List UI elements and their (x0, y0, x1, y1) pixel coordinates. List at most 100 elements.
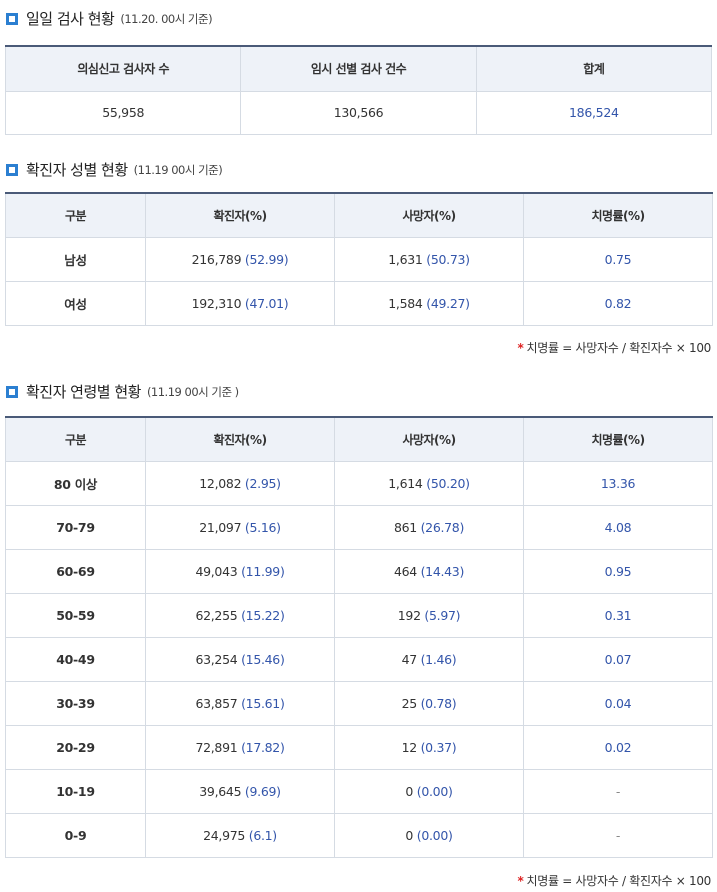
fatality-value: 0.07 (523, 636, 713, 682)
daily-section-header: 일일 검사 현황 (11.20. 00시 기준) (6, 8, 213, 29)
header-confirmed: 확진자(%) (145, 193, 335, 238)
deaths-value: 12 (401, 739, 418, 755)
gender-title: 확진자 성별 현황 (26, 161, 128, 179)
gender-footnote: * 치명률 = 사망자수 / 확진자수 × 100 (517, 339, 712, 356)
table-row: 0-9 24,975 (6.1) 0 (0.00) - (5, 812, 713, 858)
confirmed-value: 216,789 (191, 251, 242, 267)
age-table: 구분 확진자(%) 사망자(%) 치명률(%) 80 이상 12,082 (2.9… (5, 416, 713, 858)
fatality-value: 0.02 (523, 724, 713, 770)
header-deaths: 사망자(%) (334, 417, 524, 462)
fatality-value: 0.31 (523, 592, 713, 638)
confirmed-cell: 24,975 (6.1) (145, 812, 335, 858)
row-label: 30-39 (5, 680, 146, 726)
square-bullet-icon (6, 12, 18, 25)
table-row: 60-69 49,043 (11.99) 464 (14.43) 0.95 (5, 548, 713, 594)
confirmed-value: 24,975 (203, 827, 246, 843)
deaths-cell: 0 (0.00) (334, 768, 524, 814)
confirmed-cell: 63,254 (15.46) (145, 636, 335, 682)
deaths-value: 464 (393, 563, 417, 579)
table-row: 40-49 63,254 (15.46) 47 (1.46) 0.07 (5, 636, 713, 682)
table-row: 50-59 62,255 (15.22) 192 (5.97) 0.31 (5, 592, 713, 638)
row-label: 0-9 (5, 812, 146, 858)
asterisk-icon: * (517, 874, 524, 888)
deaths-cell: 1,631 (50.73) (334, 236, 524, 282)
deaths-value: 192 (397, 607, 421, 623)
deaths-percent: (50.20) (426, 475, 470, 491)
deaths-percent: (49.27) (426, 295, 470, 311)
daily-test-table: 의심신고 검사자 수 임시 선별 검사 건수 합계 55,958 130,566… (4, 45, 713, 135)
deaths-percent: (26.78) (420, 519, 465, 535)
deaths-percent: (1.46) (420, 651, 457, 667)
fatality-value: 0.82 (523, 280, 713, 326)
value-total: 186,524 (475, 90, 713, 135)
daily-title: 일일 검사 현황 (26, 10, 115, 28)
gender-table: 구분 확진자(%) 사망자(%) 치명률(%) 남성 216,789 (52.99… (5, 192, 713, 326)
deaths-value: 1,614 (388, 475, 423, 491)
deaths-cell: 861 (26.78) (334, 504, 524, 550)
age-footnote: * 치명률 = 사망자수 / 확진자수 × 100 (517, 872, 712, 889)
footnote-text: 치명률 = 사망자수 / 확진자수 × 100 (526, 341, 712, 355)
header-category: 구분 (5, 193, 146, 238)
deaths-percent: (0.78) (420, 695, 457, 711)
deaths-percent: (0.00) (416, 827, 453, 843)
deaths-value: 1,584 (388, 295, 423, 311)
table-header-row: 구분 확진자(%) 사망자(%) 치명률(%) (5, 193, 713, 238)
confirmed-cell: 49,043 (11.99) (145, 548, 335, 594)
confirmed-value: 21,097 (199, 519, 242, 535)
confirmed-percent: (15.46) (241, 651, 285, 667)
fatality-value: 0.75 (523, 236, 713, 282)
confirmed-value: 62,255 (195, 607, 238, 623)
confirmed-value: 39,645 (199, 783, 242, 799)
confirmed-percent: (15.61) (241, 695, 285, 711)
confirmed-cell: 39,645 (9.69) (145, 768, 335, 814)
deaths-value: 25 (401, 695, 418, 711)
row-label: 20-29 (5, 724, 146, 770)
fatality-value: 4.08 (523, 504, 713, 550)
header-deaths: 사망자(%) (334, 193, 524, 238)
table-row: 70-79 21,097 (5.16) 861 (26.78) 4.08 (5, 504, 713, 550)
deaths-percent: (0.00) (416, 783, 453, 799)
deaths-cell: 47 (1.46) (334, 636, 524, 682)
fatality-value: 0.95 (523, 548, 713, 594)
table-row: 55,958 130,566 186,524 (4, 90, 713, 135)
deaths-value: 0 (405, 783, 414, 799)
confirmed-cell: 192,310 (47.01) (145, 280, 335, 326)
row-label: 40-49 (5, 636, 146, 682)
confirmed-cell: 63,857 (15.61) (145, 680, 335, 726)
confirmed-percent: (17.82) (241, 739, 285, 755)
confirmed-cell: 72,891 (17.82) (145, 724, 335, 770)
confirmed-percent: (52.99) (244, 251, 289, 267)
deaths-percent: (50.73) (426, 251, 470, 267)
row-label: 50-59 (5, 592, 146, 638)
confirmed-cell: 12,082 (2.95) (145, 460, 335, 506)
confirmed-percent: (2.95) (244, 475, 281, 491)
deaths-cell: 464 (14.43) (334, 548, 524, 594)
age-subtitle: (11.19 00시 기준 ) (146, 384, 239, 399)
table-row: 10-19 39,645 (9.69) 0 (0.00) - (5, 768, 713, 814)
gender-section-header: 확진자 성별 현황 (11.19 00시 기준) (6, 159, 223, 180)
confirmed-value: 63,857 (195, 695, 238, 711)
confirmed-value: 192,310 (191, 295, 242, 311)
header-fatality: 치명률(%) (523, 193, 713, 238)
header-total: 합계 (475, 46, 713, 92)
table-header-row: 구분 확진자(%) 사망자(%) 치명률(%) (5, 417, 713, 462)
deaths-percent: (0.37) (420, 739, 457, 755)
confirmed-value: 12,082 (199, 475, 242, 491)
header-fatality: 치명률(%) (523, 417, 713, 462)
row-label: 남성 (5, 236, 146, 282)
row-label: 10-19 (5, 768, 146, 814)
deaths-value: 0 (405, 827, 414, 843)
confirmed-value: 63,254 (195, 651, 238, 667)
deaths-cell: 1,614 (50.20) (334, 460, 524, 506)
confirmed-percent: (6.1) (248, 827, 277, 843)
fatality-value: - (523, 812, 713, 858)
gender-subtitle: (11.19 00시 기준) (133, 162, 223, 177)
age-title: 확진자 연령별 현황 (26, 383, 141, 401)
confirmed-value: 72,891 (195, 739, 238, 755)
confirmed-percent: (9.69) (244, 783, 281, 799)
deaths-value: 47 (401, 651, 418, 667)
table-row: 80 이상 12,082 (2.95) 1,614 (50.20) 13.36 (5, 460, 713, 506)
confirmed-percent: (15.22) (241, 607, 285, 623)
confirmed-cell: 216,789 (52.99) (145, 236, 335, 282)
asterisk-icon: * (517, 341, 524, 355)
